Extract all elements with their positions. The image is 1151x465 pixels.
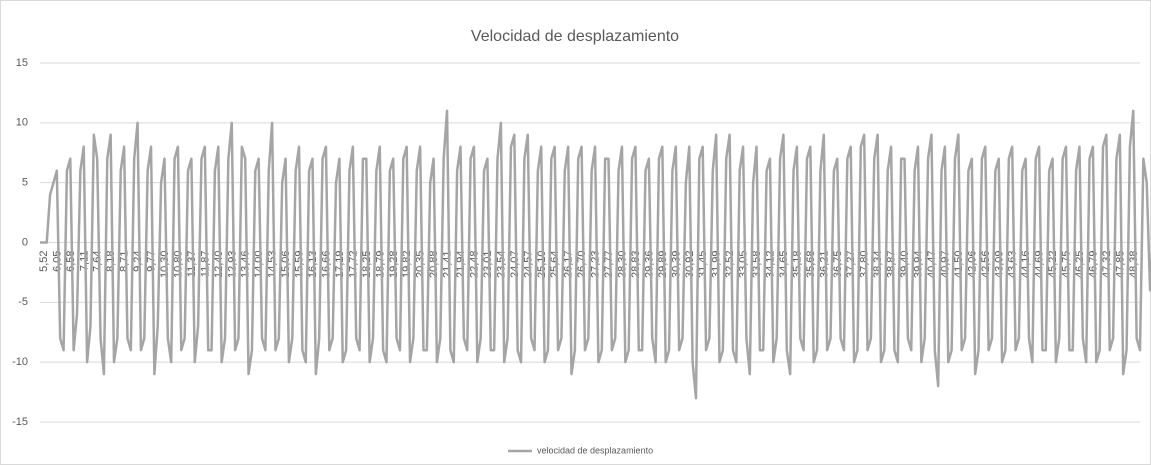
x-tick-label: 19,28 xyxy=(388,251,400,279)
x-tick-label: 29,89 xyxy=(657,251,669,279)
x-tick-label: 20,35 xyxy=(415,251,427,279)
x-tick-label: 30,39 xyxy=(670,251,682,279)
x-tick-label: 21,94 xyxy=(455,251,467,279)
x-tick-label: 40,97 xyxy=(939,251,951,279)
x-tick-label: 28,83 xyxy=(630,251,642,279)
x-tick-label: 37,27 xyxy=(845,251,857,279)
x-tick-label: 35,18 xyxy=(791,251,803,279)
x-tick-label: 25,64 xyxy=(549,251,561,279)
x-tick-label: 33,05 xyxy=(738,251,750,279)
x-tick-label: 18,79 xyxy=(374,251,386,279)
x-tick-label: 34,65 xyxy=(778,251,790,279)
y-tick-label: 15 xyxy=(16,57,28,69)
y-tick-label: 0 xyxy=(22,236,28,248)
x-tick-label: 26,70 xyxy=(576,251,588,279)
x-tick-label: 39,94 xyxy=(913,251,925,279)
x-tick-label: 48,38 xyxy=(1128,251,1140,279)
x-tick-label: 23,54 xyxy=(495,250,507,278)
x-tick-label: 29,36 xyxy=(643,251,655,279)
x-tick-label: 5,52 xyxy=(38,251,50,272)
x-tick-label: 42,56 xyxy=(980,251,992,279)
x-tick-label: 46,25 xyxy=(1074,251,1086,279)
x-tick-label: 35,68 xyxy=(805,251,817,279)
x-tick-label: 44,16 xyxy=(1020,251,1032,279)
x-tick-label: 41,50 xyxy=(953,251,965,279)
x-tick-label: 24,07 xyxy=(509,251,521,279)
x-tick-label: 40,47 xyxy=(926,251,938,279)
x-tick-label: 17,72 xyxy=(347,251,359,279)
x-tick-label: 30,92 xyxy=(684,251,696,279)
x-tick-label: 43,63 xyxy=(1007,251,1019,279)
legend-label: velocidad de desplazamiento xyxy=(537,445,653,455)
x-tick-label: 24,57 xyxy=(522,251,534,279)
x-tick-label: 6,58 xyxy=(65,251,77,272)
x-tick-label: 44,69 xyxy=(1034,251,1046,279)
x-tick-label: 9,24 xyxy=(132,251,144,272)
x-tick-label: 11,87 xyxy=(199,251,211,278)
x-tick-label: 15,59 xyxy=(294,251,306,279)
x-tick-label: 38,34 xyxy=(872,251,884,279)
x-tick-label: 38,87 xyxy=(886,251,898,279)
x-tick-label: 46,79 xyxy=(1087,251,1099,279)
x-tick-label: 8,18 xyxy=(105,251,117,272)
x-tick-label: 16,66 xyxy=(320,251,332,279)
x-tick-label: 12,93 xyxy=(226,251,238,279)
x-tick-label: 22,48 xyxy=(468,251,480,279)
x-tick-label: 39,40 xyxy=(899,251,911,279)
y-tick-label: 5 xyxy=(22,177,28,189)
x-tick-label: 37,80 xyxy=(859,251,871,279)
x-tick-label: 32,52 xyxy=(724,251,736,279)
x-tick-label: 27,77 xyxy=(603,251,615,279)
x-tick-label: 8,71 xyxy=(119,251,131,272)
x-tick-label: 47,85 xyxy=(1114,251,1126,279)
x-tick-label: 14,53 xyxy=(267,251,279,279)
x-tick-label: 6,05 xyxy=(51,251,63,272)
y-tick-label: -10 xyxy=(12,356,28,368)
x-tick-label: 21,41 xyxy=(442,251,454,279)
x-tick-label: 19,82 xyxy=(401,251,413,279)
y-tick-label: -15 xyxy=(12,416,28,428)
x-tick-label: 31,45 xyxy=(697,251,709,279)
x-tick-label: 12,40 xyxy=(213,251,225,279)
x-tick-label: 31,99 xyxy=(711,251,723,279)
x-tick-label: 47,32 xyxy=(1101,251,1113,279)
x-tick-label: 36,75 xyxy=(832,251,844,279)
x-tick-label: 45,75 xyxy=(1061,251,1073,279)
x-tick-label: 27,23 xyxy=(590,251,602,279)
x-tick-label: 28,30 xyxy=(616,251,628,279)
x-tick-label: 14,00 xyxy=(253,251,265,279)
x-tick-label: 10,30 xyxy=(159,251,171,279)
x-tick-label: 36,21 xyxy=(818,251,830,279)
y-tick-label: -5 xyxy=(18,296,28,308)
x-tick-label: 7,64 xyxy=(92,251,104,272)
chart-title: Velocidad de desplazamiento xyxy=(471,28,679,45)
x-tick-label: 25,10 xyxy=(536,251,548,279)
x-tick-label: 33,58 xyxy=(751,251,763,279)
line-series xyxy=(40,109,1151,400)
x-tick-label: 10,80 xyxy=(172,251,184,279)
y-tick-label: 10 xyxy=(16,117,28,129)
x-tick-label: 23,01 xyxy=(482,251,494,279)
